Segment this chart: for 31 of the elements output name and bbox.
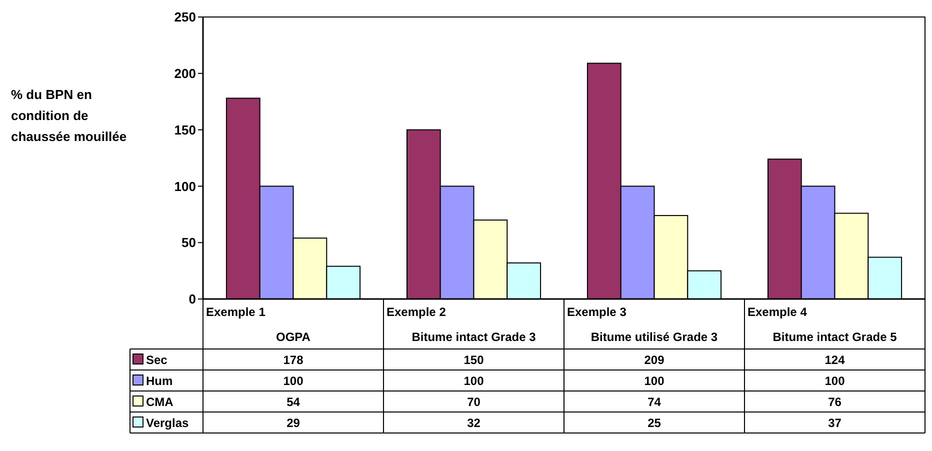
- data-label: 209: [644, 353, 665, 367]
- category-label: Exemple 1 OGPA: [206, 305, 310, 344]
- legend-label: Sec: [146, 353, 168, 367]
- data-label: 150: [464, 353, 484, 367]
- data-label: 25: [648, 416, 662, 430]
- legend-label: Hum: [146, 374, 173, 388]
- data-label: 178: [283, 353, 304, 367]
- legend-label: CMA: [146, 395, 174, 409]
- y-tick-label: 200: [174, 66, 196, 81]
- x-tick-label: Exemple 4 Bitume intact Grade 5: [748, 305, 898, 344]
- data-label: 70: [467, 395, 481, 409]
- data-label: 100: [644, 374, 665, 388]
- data-label: 74: [648, 395, 662, 409]
- data-label: 100: [464, 374, 484, 388]
- y-tick-label: 150: [174, 122, 196, 138]
- x-tick-label: Exemple 2 Bitume intact Grade 3: [386, 305, 536, 344]
- data-label: 54: [286, 395, 300, 409]
- y-tick-label: 100: [174, 178, 196, 194]
- data-label: 124: [824, 353, 846, 367]
- data-label: 76: [828, 395, 842, 409]
- y-tick-label: 0: [188, 292, 196, 307]
- x-tick-label: Exemple 3 Bitume utilisé Grade 3: [567, 305, 718, 344]
- data-label: 32: [467, 416, 481, 430]
- y-axis-title: % du BPN en condition de chaussée mouillée: [11, 87, 127, 144]
- y-tick-label: 50: [182, 235, 196, 250]
- legend-label: Verglas: [146, 416, 190, 430]
- data-label: 100: [824, 374, 846, 388]
- data-label: 100: [283, 374, 304, 388]
- data-label: 29: [286, 416, 300, 430]
- y-tick-label: 250: [174, 10, 196, 25]
- data-label: 37: [828, 416, 842, 430]
